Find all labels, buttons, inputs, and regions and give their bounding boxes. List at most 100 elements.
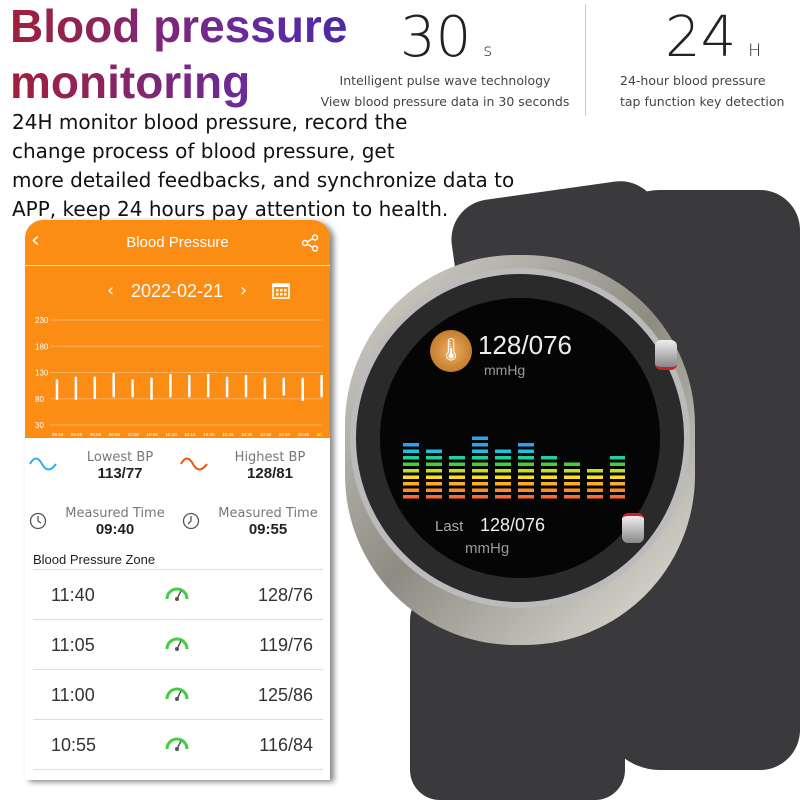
headline: Blood pressure monitoring (10, 0, 348, 108)
watch-graph-segment (564, 495, 580, 499)
share-icon[interactable] (301, 234, 319, 252)
calendar-icon[interactable] (272, 281, 290, 299)
watch-screen (380, 298, 660, 578)
feature-30s-value: 30 s (400, 5, 493, 70)
watch-graph-segment (449, 482, 465, 486)
watch-graph-segment (541, 462, 557, 466)
chevron-left-icon[interactable]: ‹ (31, 228, 40, 253)
prev-date-button[interactable]: ‹ (107, 280, 115, 301)
watch-last-unit: mmHg (465, 540, 510, 557)
measured-time-2: Measured Time 09:55 (218, 506, 318, 538)
watch-graph-segment (587, 482, 603, 486)
watch-graph-segment (610, 475, 625, 479)
watch-graph-segment (495, 475, 511, 479)
record-time: 10:55 (51, 735, 97, 755)
watch-graph-segment (610, 488, 625, 492)
watch-graph-segment (495, 462, 511, 466)
measured-time-1: Measured Time 09:40 (65, 506, 165, 538)
watch-graph-segment (564, 462, 580, 466)
clock-icon (29, 512, 47, 530)
watch-graph-segment (426, 449, 442, 453)
x-tick-label: 10:00 (128, 432, 140, 437)
header-divider (25, 265, 330, 266)
watch-graph-segment (472, 456, 488, 460)
watch-graph-segment (610, 495, 625, 499)
watch-graph-segment (449, 488, 465, 492)
y-tick-label: 180 (35, 342, 49, 351)
watch-unit: mmHg (484, 362, 526, 378)
watch-graph-segment (472, 469, 488, 473)
watch-graph-segment (518, 475, 534, 479)
x-tick-label: 10:35 (260, 432, 272, 437)
y-tick-label: 130 (35, 369, 49, 378)
watch-graph-segment (426, 488, 442, 492)
feature-30s-text: Intelligent pulse wave technology View bl… (320, 73, 570, 109)
low-wave-icon (29, 456, 59, 475)
watch-graph-segment (610, 456, 625, 460)
watch-graph-segment (564, 475, 580, 479)
y-tick-label: 30 (35, 421, 44, 430)
next-date-button[interactable]: › (240, 280, 248, 301)
gauge-icon (165, 637, 189, 651)
watch-graph-segment (403, 449, 419, 453)
watch-graph-segment (403, 456, 419, 460)
watch-graph-segment (472, 436, 488, 440)
watch-graph-segment (610, 469, 625, 473)
record-row[interactable]: 11:40 128/76 (33, 570, 323, 620)
watch-graph-segment (541, 482, 557, 486)
x-tick-label: 10:25 (222, 432, 234, 437)
watch-button-top[interactable] (655, 340, 677, 370)
lowest-bp: Lowest BP 113/77 (86, 450, 154, 482)
record-time: 11:40 (51, 585, 95, 605)
y-tick-label: 230 (35, 316, 49, 325)
record-row[interactable]: 11:00 125/86 (33, 670, 323, 720)
x-tick-label: 10:15 (184, 432, 196, 437)
feature-24h-value: 24 H (665, 5, 762, 70)
record-row[interactable]: 11:05 119/76 (33, 620, 323, 670)
watch-graph-segment (472, 495, 488, 499)
divider (33, 569, 323, 570)
x-tick-label: 09:50 (90, 432, 102, 437)
watch-graph-segment (518, 488, 534, 492)
divider (585, 4, 586, 116)
watch-graph-segment (426, 469, 442, 473)
x-tick-label: 10:40 (279, 432, 291, 437)
watch-graph-segment (587, 469, 603, 473)
watch-graph-segment (541, 456, 557, 460)
watch-graph-segment (564, 482, 580, 486)
watch-graph-segment (495, 488, 511, 492)
watch-graph-segment (495, 469, 511, 473)
gauge-icon (165, 737, 189, 751)
watch-bar-graph (403, 436, 625, 499)
watch-graph-segment (449, 462, 465, 466)
watch-graph-segment (472, 449, 488, 453)
record-row[interactable]: 10:55 116/84 (33, 720, 323, 770)
highest-bp: Highest BP 128/81 (234, 450, 306, 482)
watch-graph-segment (403, 443, 419, 447)
watch-graph-segment (403, 475, 419, 479)
x-tick-label: 10:20 (203, 432, 215, 437)
watch-graph-segment (426, 462, 442, 466)
watch-graph-segment (518, 482, 534, 486)
clock-icon (182, 512, 200, 530)
watch-graph-segment (518, 449, 534, 453)
bp-chart: 230 180 130 80 30 09:40 09:45 09:50 09:55 10:00 10… (35, 316, 323, 437)
watch-graph-segment (472, 482, 488, 486)
watch-graph-segment (472, 475, 488, 479)
watch-button-bottom[interactable] (622, 513, 644, 543)
watch-graph-segment (587, 488, 603, 492)
x-tick-label: 10:10 (165, 432, 177, 437)
watch-graph-segment (518, 469, 534, 473)
watch-graph-segment (541, 469, 557, 473)
watch-graph-segment (449, 495, 465, 499)
app-title: Blood Pressure (126, 234, 229, 251)
watch-graph-segment (472, 488, 488, 492)
gauge-icon (165, 687, 189, 701)
watch-graph-segment (610, 482, 625, 486)
record-value: 116/84 (259, 735, 313, 755)
watch-graph-segment (564, 488, 580, 492)
watch-graph-segment (541, 475, 557, 479)
watch-graph-segment (587, 495, 603, 499)
gauge-icon (165, 587, 189, 601)
watch-last-reading: 128/076 (480, 515, 546, 535)
